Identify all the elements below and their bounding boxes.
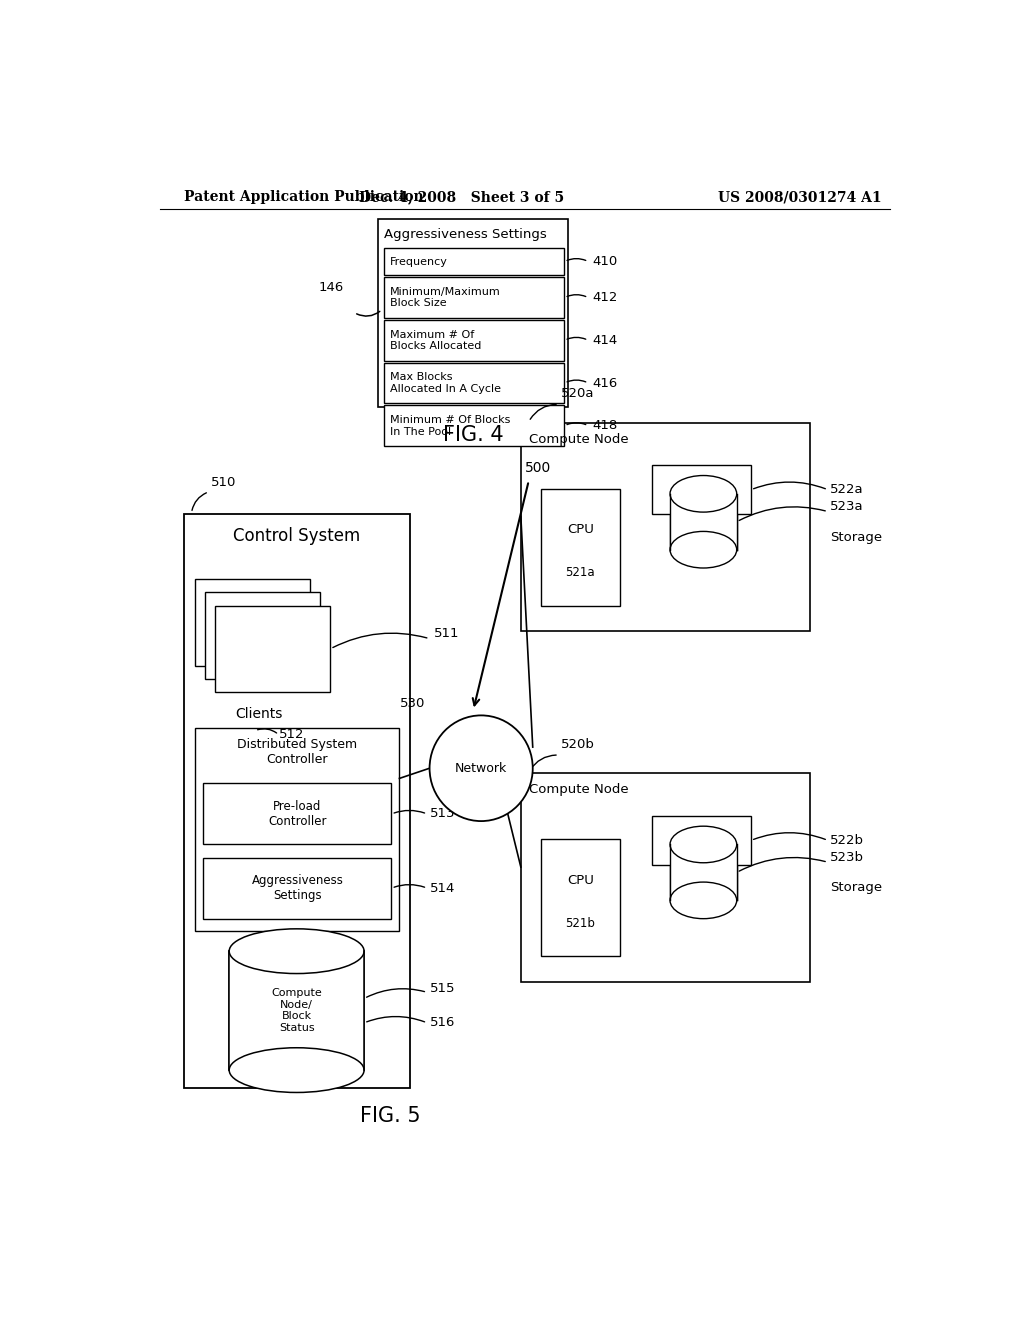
Text: 522a: 522a	[830, 483, 864, 496]
Text: Compute Node: Compute Node	[528, 784, 629, 796]
Text: 412: 412	[592, 292, 617, 304]
FancyBboxPatch shape	[384, 319, 563, 360]
Text: 510: 510	[211, 475, 237, 488]
Ellipse shape	[430, 715, 532, 821]
Text: Aggressiveness
Settings: Aggressiveness Settings	[252, 874, 343, 902]
Text: Dec. 4, 2008   Sheet 3 of 5: Dec. 4, 2008 Sheet 3 of 5	[358, 190, 564, 205]
Text: 521a: 521a	[565, 566, 595, 579]
Text: FIG. 5: FIG. 5	[359, 1106, 420, 1126]
FancyBboxPatch shape	[521, 422, 811, 631]
Text: Memory: Memory	[678, 834, 725, 847]
Text: Network: Network	[455, 762, 507, 775]
Text: 418: 418	[592, 420, 617, 432]
Text: Minimum # Of Blocks
In The Pool: Minimum # Of Blocks In The Pool	[390, 414, 510, 437]
Text: CPU: CPU	[567, 874, 594, 887]
Text: 500: 500	[524, 462, 551, 475]
Text: Patent Application Publication: Patent Application Publication	[183, 190, 423, 205]
Text: 516: 516	[430, 1016, 455, 1030]
FancyBboxPatch shape	[384, 363, 563, 404]
Text: 521b: 521b	[565, 917, 595, 931]
FancyBboxPatch shape	[195, 579, 309, 665]
Ellipse shape	[670, 826, 736, 863]
Ellipse shape	[670, 882, 736, 919]
Text: 511: 511	[433, 627, 459, 640]
FancyBboxPatch shape	[541, 840, 620, 956]
Text: Clients: Clients	[236, 708, 283, 721]
Text: Storage: Storage	[830, 882, 883, 894]
Text: 410: 410	[592, 255, 617, 268]
Text: 512: 512	[279, 727, 304, 741]
FancyBboxPatch shape	[378, 219, 568, 408]
Text: Compute Node: Compute Node	[528, 433, 629, 446]
Text: 523b: 523b	[830, 850, 864, 863]
Text: 530: 530	[400, 697, 426, 710]
FancyBboxPatch shape	[196, 727, 399, 931]
Text: Frequency: Frequency	[390, 256, 447, 267]
Ellipse shape	[670, 475, 736, 512]
FancyBboxPatch shape	[670, 845, 736, 900]
Text: 520b: 520b	[560, 738, 594, 751]
FancyBboxPatch shape	[652, 816, 751, 865]
Text: 416: 416	[592, 376, 617, 389]
Text: 520a: 520a	[560, 387, 594, 400]
FancyBboxPatch shape	[652, 466, 751, 515]
Text: Control System: Control System	[233, 528, 360, 545]
Text: 515: 515	[430, 982, 455, 995]
FancyBboxPatch shape	[384, 248, 563, 276]
Text: 414: 414	[592, 334, 617, 347]
Text: Compute
Node/
Block
Status: Compute Node/ Block Status	[271, 989, 322, 1034]
FancyBboxPatch shape	[183, 515, 410, 1089]
Text: CPU: CPU	[567, 523, 594, 536]
FancyBboxPatch shape	[384, 405, 563, 446]
Text: 514: 514	[430, 882, 455, 895]
Text: 146: 146	[318, 281, 344, 294]
Text: Aggressiveness Settings: Aggressiveness Settings	[384, 227, 546, 240]
Text: 513: 513	[430, 808, 455, 821]
Text: FIG. 4: FIG. 4	[443, 425, 504, 445]
Text: Minimum/Maximum
Block Size: Minimum/Maximum Block Size	[390, 286, 501, 309]
Text: 522b: 522b	[830, 834, 864, 847]
FancyBboxPatch shape	[205, 593, 321, 678]
Text: Pre-load
Controller: Pre-load Controller	[268, 800, 327, 828]
Text: US 2008/0301274 A1: US 2008/0301274 A1	[718, 190, 882, 205]
FancyBboxPatch shape	[204, 858, 391, 919]
FancyBboxPatch shape	[204, 784, 391, 845]
Text: Max Blocks
Allocated In A Cycle: Max Blocks Allocated In A Cycle	[390, 372, 501, 393]
FancyBboxPatch shape	[384, 277, 563, 318]
Ellipse shape	[229, 1048, 365, 1093]
Text: Maximum # Of
Blocks Allocated: Maximum # Of Blocks Allocated	[390, 330, 481, 351]
FancyBboxPatch shape	[541, 488, 620, 606]
FancyBboxPatch shape	[215, 606, 331, 692]
Text: Distributed System
Controller: Distributed System Controller	[238, 738, 357, 766]
Ellipse shape	[229, 929, 365, 974]
FancyBboxPatch shape	[229, 952, 365, 1071]
Text: Memory: Memory	[678, 483, 725, 496]
FancyBboxPatch shape	[521, 774, 811, 982]
Text: Storage: Storage	[830, 531, 883, 544]
Ellipse shape	[670, 532, 736, 568]
Text: 523a: 523a	[830, 500, 864, 513]
FancyBboxPatch shape	[670, 494, 736, 549]
